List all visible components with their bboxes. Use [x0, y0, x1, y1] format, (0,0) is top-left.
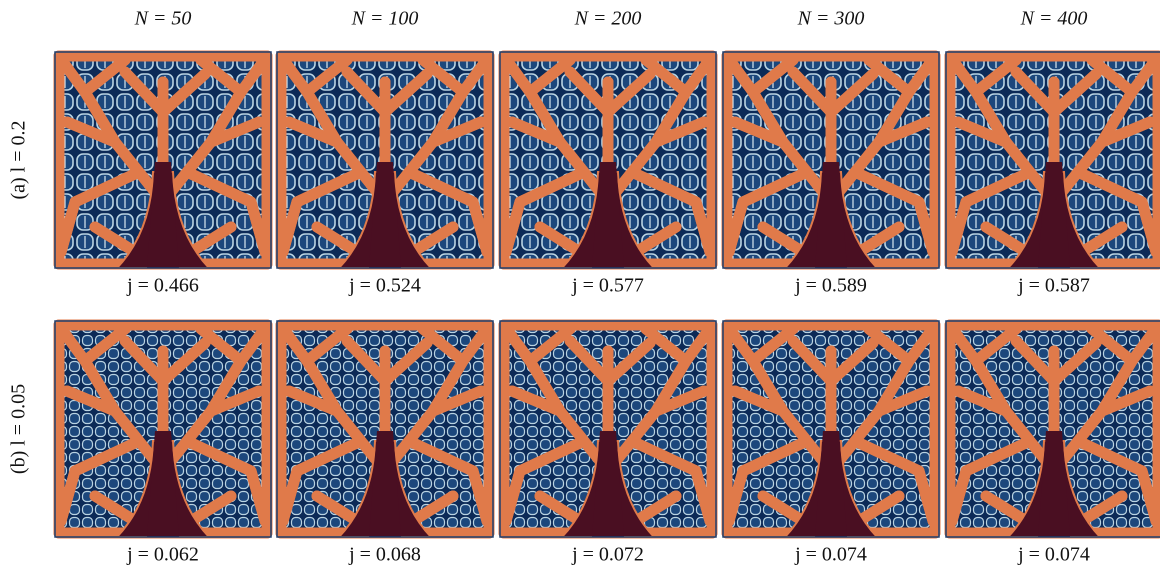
column-header: N = 300 [797, 8, 865, 30]
panel-caption: j = 0.587 [1017, 275, 1090, 297]
result-panel [55, 52, 271, 268]
column-header: N = 200 [574, 8, 642, 30]
result-panel [723, 321, 939, 537]
panel-caption: j = 0.466 [126, 275, 199, 297]
result-panel [946, 52, 1160, 268]
column-header: N = 100 [351, 8, 419, 30]
panel-caption: j = 0.577 [571, 275, 644, 297]
panel-caption: j = 0.589 [794, 275, 867, 297]
panel-caption: j = 0.062 [126, 544, 199, 566]
result-panel [723, 52, 939, 268]
panel-caption: j = 0.074 [794, 544, 867, 566]
row-label: (a) l = 0.2 [8, 120, 30, 199]
panel-caption: j = 0.068 [348, 544, 421, 566]
row-label: (b) l = 0.05 [8, 384, 30, 474]
panel-caption: j = 0.524 [348, 275, 421, 297]
result-panel [946, 321, 1160, 537]
column-header: N = 400 [1020, 8, 1088, 30]
result-panel [55, 321, 271, 537]
result-panel [500, 321, 716, 537]
result-panel [500, 52, 716, 268]
result-panel [277, 52, 493, 268]
figure: N = 50 N = 100 N = 200 N = 300 N = 400 (a) l … [0, 0, 1160, 568]
panel-caption: j = 0.074 [1017, 544, 1090, 566]
result-panel [277, 321, 493, 537]
page: N = 50 N = 100 N = 200 N = 300 N = 400 (a) l … [0, 0, 1160, 568]
column-header: N = 50 [134, 8, 192, 30]
panel-caption: j = 0.072 [571, 544, 644, 566]
